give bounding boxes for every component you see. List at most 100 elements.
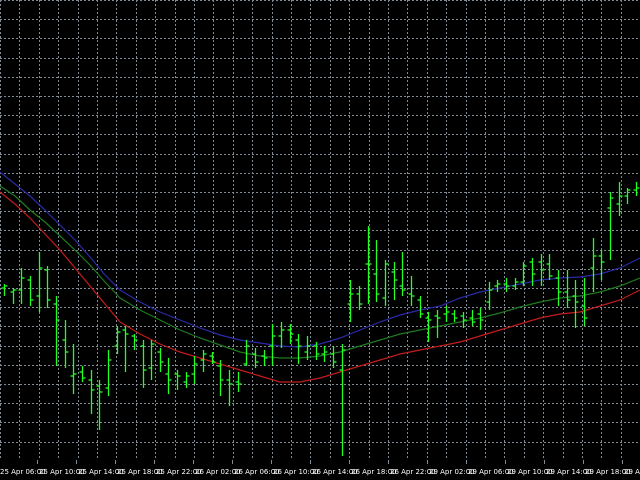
ohlc-bar [1,284,8,296]
ohlc-bar [425,312,432,342]
ohlc-bar [382,260,389,306]
x-tick-label: 25 Apr 06:00 [0,468,46,476]
ohlc-bar [44,266,51,308]
ohlc-bar [546,254,553,280]
ohlc-bar [88,370,95,414]
ohlc-bar [79,366,86,382]
ohlc-bar [18,268,25,304]
ohlc-bar [598,250,605,280]
ohlc-bar [148,340,155,380]
ohlc-bar [131,334,138,350]
ohlc-bar [62,320,69,368]
ohlc-bar [330,346,337,368]
x-tick-label: 25 Apr 18:00 [117,468,163,476]
ohlc-bar [313,342,320,360]
ohlc-bar [287,324,294,344]
ohlc-bar [460,312,467,328]
ohlc-bar [252,348,259,368]
x-tick-label: 25 Apr 22:00 [156,468,202,476]
ohlc-bar [235,372,242,392]
ohlc-bar [174,370,181,390]
ohlc-bar [27,276,34,306]
ohlc-bar [140,340,147,388]
x-tick-label: 25 Apr 14:00 [78,468,124,476]
x-tick-label: 29 Apr 18:00 [585,468,631,476]
ohlc-bar [321,346,328,362]
ohlc-bar [36,252,43,312]
ohlc-bar [512,278,519,290]
ohlc-bar [105,350,112,396]
ohlc-bar [529,258,536,286]
ohlc-bar [399,252,406,296]
ohlc-bar [278,322,285,348]
ohlc-bar [408,276,415,306]
ohlc-bar [633,182,640,196]
ohlc-bar [616,182,623,216]
ohlc-bar [503,278,510,292]
ohlc-bar [477,308,484,330]
ohlc-bar [434,310,441,338]
ohlc-bar [70,344,77,394]
ohlc-bar [261,350,268,366]
ohlc-bar [339,344,346,456]
x-tick-label: 26 Apr 14:00 [312,468,358,476]
ohlc-bar [122,326,129,372]
ohlc-bar [356,286,363,310]
ohlc-bar [417,296,424,318]
moving-average-layer [0,171,640,383]
ohlc-bar [391,262,398,300]
x-tick-label: 29 Apr 06:00 [468,468,514,476]
ohlc-bar [607,192,614,260]
ohlc-bar [10,288,17,304]
grid-layer [0,0,640,460]
ohlc-bar [581,278,588,326]
x-tick-label: 29 Apr 14:00 [546,468,592,476]
x-tick-label: 29 Apr 22:00 [624,468,640,476]
x-tick-label: 26 Apr 06:00 [234,468,280,476]
ohlc-bar [520,262,527,286]
ohlc-bar [469,310,476,326]
ohlc-bar [200,350,207,372]
ohlc-bar [538,254,545,286]
ohlc-bar [183,372,190,388]
ohlc-bar [347,280,354,322]
ohlc-bar [243,340,250,366]
ohlc-bar [191,356,198,384]
ohlc-bar [295,334,302,364]
ohlc-bar [365,226,372,304]
x-tick-label: 26 Apr 02:00 [195,468,241,476]
x-tick-label: 29 Apr 02:00 [429,468,475,476]
series-line-ma_fast [0,171,640,348]
ohlc-bar [304,336,311,360]
ohlc-bar [486,282,493,310]
ohlc-bar [269,324,276,366]
ohlc-bar [451,310,458,322]
x-tick-label: 25 Apr 10:00 [39,468,85,476]
ohlc-bar [624,188,631,204]
ohlc-bar [157,348,164,372]
ohlc-bar [555,270,562,306]
ohlc-bar [114,326,121,354]
series-line-ma_mid [0,185,640,359]
ohlc-bar [53,296,60,366]
x-tick-label: 26 Apr 10:00 [273,468,319,476]
ohlc-bar [217,360,224,396]
ohlc-bar [590,238,597,292]
ohlc-bar [96,380,103,430]
ohlc-bar [209,352,216,364]
x-tick-label: 26 Apr 18:00 [351,468,397,476]
ohlc-bar [494,280,501,292]
ohlc-bar [226,370,233,406]
ohlc-bar [443,306,450,322]
ohlc-bar [165,358,172,394]
ohlc-bar [564,270,571,308]
ohlc-bars-layer [1,182,640,456]
series-line-ma_slow [0,191,640,383]
x-tick-label: 26 Apr 22:00 [390,468,436,476]
x-tick-label: 29 Apr 10:00 [507,468,553,476]
ohlc-bar [572,280,579,328]
ohlc-bar [373,240,380,302]
